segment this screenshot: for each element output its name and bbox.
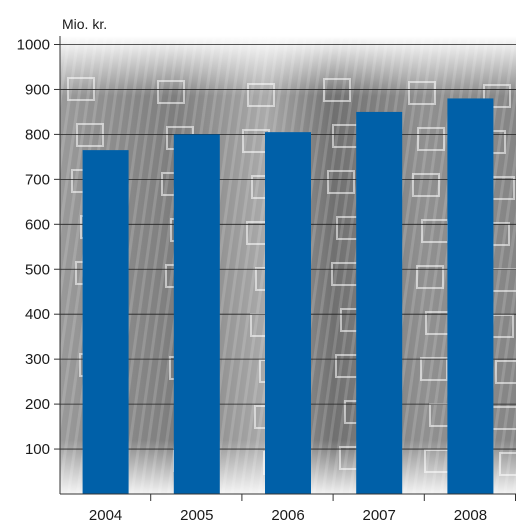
y-tick-label: 600 [25, 216, 50, 233]
x-tick-label: 2004 [89, 507, 122, 524]
bar-2005 [173, 134, 220, 494]
x-tick-label: 2006 [271, 507, 304, 524]
y-tick-label: 500 [25, 261, 50, 278]
y-axis-ticks: 100 200 300 400 500 600 700 800 900 1000 [17, 37, 60, 458]
x-tick-label: 2005 [180, 507, 213, 524]
x-tick-label: 2007 [363, 507, 396, 524]
y-tick-label: 1000 [17, 37, 50, 54]
y-tick-label: 200 [25, 396, 50, 413]
y-tick-label: 800 [25, 126, 50, 143]
y-tick-label: 300 [25, 351, 50, 368]
bar-2008 [447, 98, 494, 494]
y-axis-unit-label: Mio. kr. [62, 16, 107, 32]
x-axis-ticks: 2004 2005 2006 2007 2008 [89, 494, 516, 524]
x-tick-label: 2008 [454, 507, 487, 524]
y-tick-label: 400 [25, 306, 50, 323]
bar-2006 [265, 132, 311, 494]
y-tick-label: 700 [25, 171, 50, 188]
y-tick-label: 900 [25, 81, 50, 98]
bars [82, 98, 494, 495]
bar-2007 [356, 111, 403, 495]
bar-2004 [82, 150, 129, 494]
y-tick-label: 100 [25, 441, 50, 458]
